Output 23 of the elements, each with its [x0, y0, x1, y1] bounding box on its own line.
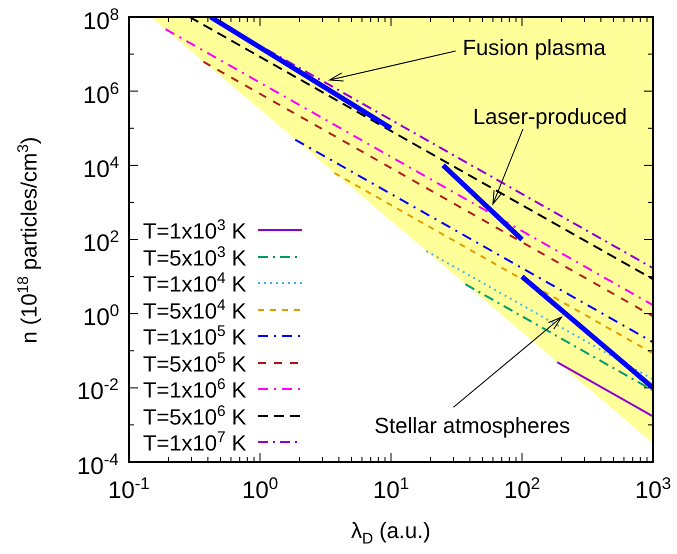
legend-label: T=5x10$^{5}$ K	[143, 350, 246, 376]
annotation: Fusion plasma	[462, 35, 606, 60]
legend-label: T=5x10$^{3}$ K	[143, 244, 246, 270]
annotation: Laser-produced	[472, 104, 628, 130]
x-tick-label: 10$^{1}$	[373, 474, 410, 504]
x-tick-label: 10$^{3}$	[635, 474, 672, 504]
y-tick-label: 10$^{0}$	[83, 301, 120, 332]
legend-label: T=1x10$^{4}$ K	[143, 270, 246, 296]
x-tick-label: 10$^{2}$	[504, 474, 540, 504]
y-tick-label: 10$^{2}$	[83, 227, 120, 257]
annotation: Stellar atmospheres	[374, 413, 570, 438]
y-tick-label: 10$^{8}$	[83, 4, 120, 34]
legend-label: T=5x10$^{4}$ K	[143, 296, 246, 323]
x-tick-label: 10$^{0}$	[242, 474, 278, 504]
y-tick-label: 10$^{4}$	[83, 152, 120, 183]
legend-label: T=1x10$^{6}$ K	[143, 376, 246, 402]
y-tick-label: 10$^{-2}$	[77, 375, 119, 406]
x-axis-title: λ$_{D}$ (a.u.)	[351, 518, 431, 548]
legend-label: T=1x10$^{5}$ K	[143, 323, 246, 350]
y-tick-label: 10$^{6}$	[83, 78, 120, 109]
legend-label: T=1x10$^{7}$ K	[143, 429, 246, 456]
legend-label: T=1x10$^{3}$ K	[143, 217, 246, 244]
legend-label: T=5x10$^{6}$ K	[143, 402, 246, 429]
